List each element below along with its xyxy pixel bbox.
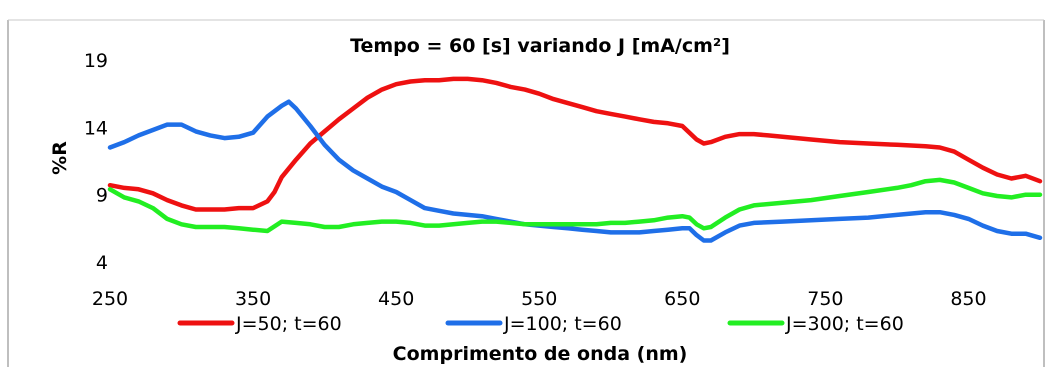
x-tick-label: 350	[235, 288, 271, 310]
series-line-3	[107, 177, 1043, 234]
series-line-2	[107, 99, 1043, 243]
y-axis-ticks: 4 9 14 19	[84, 50, 108, 274]
y-tick-label: 4	[96, 252, 108, 274]
legend-label-2: J=100; t=60	[503, 313, 622, 335]
y-tick-label: 19	[84, 50, 108, 72]
x-tick-label: 850	[950, 288, 986, 310]
x-axis-ticks: 250 350 450 550 650 750 850	[92, 288, 987, 310]
chart-title: Tempo = 60 [s] variando J [mA/cm²]	[350, 35, 730, 57]
x-tick-label: 250	[92, 288, 128, 310]
y-tick-label: 14	[84, 117, 108, 139]
x-tick-label: 450	[378, 288, 414, 310]
legend-label-1: J=50; t=60	[235, 313, 342, 335]
x-axis-title: Comprimento de onda (nm)	[393, 343, 688, 365]
x-tick-label: 650	[664, 288, 700, 310]
x-tick-label: 550	[521, 288, 557, 310]
series-line-1	[107, 76, 1043, 212]
legend: J=50; t=60 J=100; t=60 J=300; t=60	[177, 313, 904, 335]
legend-label-3: J=300; t=60	[785, 313, 904, 335]
y-axis-title: %R	[49, 141, 71, 175]
series-lines	[107, 76, 1043, 243]
x-tick-label: 750	[807, 288, 843, 310]
y-tick-label: 9	[96, 185, 108, 207]
